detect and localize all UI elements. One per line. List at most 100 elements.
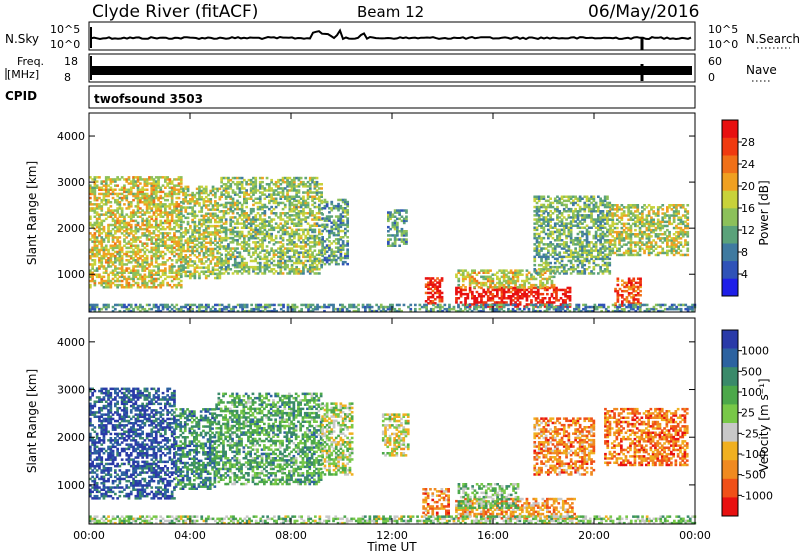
echo-cell [200,243,204,247]
echo-cell [107,265,110,268]
echo-cell [318,183,321,186]
echo-cell [220,185,223,188]
echo-cell [556,259,559,263]
echo-cell [288,234,292,238]
echo-cell [609,239,612,242]
echo-cell [634,204,637,207]
echo-cell [91,190,94,194]
echo-cell [603,232,607,236]
echo-cell [534,292,538,296]
echo-cell [134,236,138,239]
echo-cell [202,216,206,220]
echo-cell [302,239,305,242]
echo-cell [109,213,113,216]
echo-cell [288,176,292,180]
echo-cell [542,226,546,229]
echo-cell [424,300,428,303]
echo-cell [652,239,655,242]
echo-cell [100,259,104,262]
echo-cell [145,281,149,285]
echo-cell [125,180,129,183]
echo-cell [541,299,545,302]
echo-cell [551,265,555,269]
echo-cell [177,271,181,274]
echo-cell [111,252,115,256]
echo-cell [576,259,580,263]
echo-cell [123,240,126,243]
echo-cell [189,245,192,249]
echo-cell [302,212,305,215]
echo-cell [290,270,294,273]
echo-cell [549,218,552,221]
echo-cell [540,205,543,209]
echo-cell [132,257,135,260]
echo-cell [647,214,651,217]
echo-cell [231,197,235,200]
echo-cell [325,238,329,241]
echo-cell [224,230,228,234]
echo-cell [279,265,283,269]
echo-cell [290,263,294,267]
echo-cell [587,259,591,263]
echo-cell [207,264,210,267]
freq-tick-bottom: 8 [64,71,71,84]
echo-cell [164,252,167,256]
echo-cell [148,273,151,276]
echo-cell [191,212,194,215]
echo-cell [170,201,174,204]
echo-cell [552,288,556,292]
echo-cell [302,245,305,248]
echo-cell [120,198,124,202]
echo-cell [402,209,406,212]
echo-cell [116,277,119,281]
echo-cell [175,213,179,216]
echo-cell [245,212,248,215]
echo-cell [599,249,602,252]
echo-cell [523,281,526,285]
echo-cell [209,254,213,257]
echo-cell [281,195,285,198]
echo-cell [252,220,255,223]
echo-cell [274,193,278,196]
echo-cell [585,268,589,271]
echo-cell [540,263,543,267]
echo-cell [263,222,267,225]
echo-cell [645,243,649,246]
echo-cell [568,299,572,302]
echo-cell [498,301,501,304]
echo-cell [616,253,619,257]
echo-cell [252,218,255,221]
echo-cell [132,198,135,202]
echo-cell [274,270,278,273]
echo-cell [315,272,319,275]
echo-cell [346,202,349,206]
echo-cell [277,178,280,182]
echo-cell [606,216,609,219]
echo-cell [249,183,253,186]
echo-cell [104,178,108,181]
echo-cell [311,263,314,267]
echo-cell [91,246,94,250]
echo-cell [498,269,501,272]
echo-cell [530,286,533,289]
echo-cell [263,268,267,271]
echo-cell [179,286,183,289]
echo-cell [240,191,244,194]
echo-cell [125,196,129,200]
echo-cell [295,195,298,198]
echo-cell [601,212,605,215]
echo-cell [308,189,312,192]
echo-cell [170,190,174,194]
echo-cell [247,214,251,217]
echo-cell [585,259,589,263]
echo-cell [240,268,244,271]
echo-cell [175,230,179,233]
echo-cell [179,201,183,204]
echo-cell [116,238,119,241]
echo-cell [599,268,602,271]
echo-cell [247,222,251,225]
echo-cell [286,197,289,200]
echo-cell [308,236,312,240]
echo-cell [252,203,255,207]
echo-cell [236,222,239,225]
